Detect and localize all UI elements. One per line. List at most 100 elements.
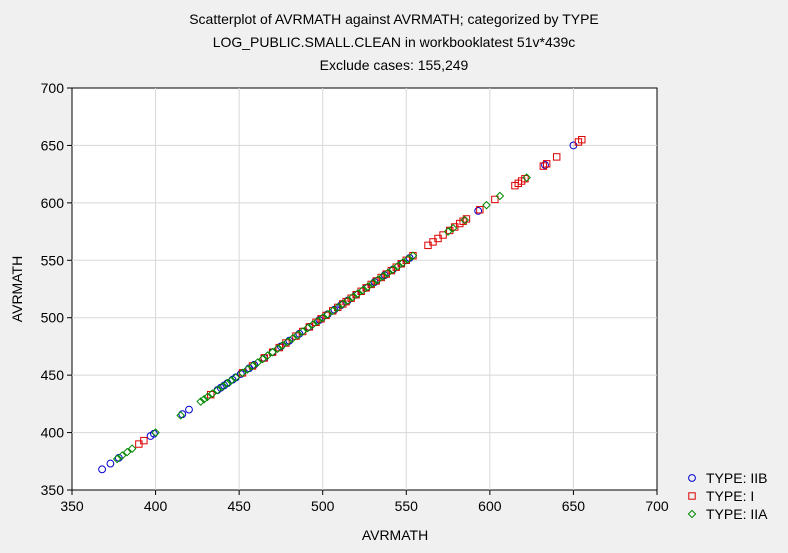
data-point-diamond [223, 378, 232, 388]
legend-marker-circle [688, 474, 696, 482]
data-point-diamond [368, 278, 378, 288]
data-point-diamond [343, 296, 353, 305]
x-tick-label: 600 [478, 498, 502, 514]
legend-label: TYPE: IIA [706, 506, 768, 522]
series-square-group [135, 135, 586, 448]
data-point-square [140, 436, 148, 445]
axis-ticks: 350 400 450 500 550 600 650 700 350 400 450 500 550 6… [41, 80, 669, 514]
data-point-diamond [213, 385, 222, 395]
data-point-diamond [363, 282, 373, 292]
legend-marker-diamond [687, 509, 697, 519]
data-point-diamond [278, 340, 287, 350]
data-point-diamond [151, 428, 160, 437]
data-point-diamond [117, 451, 127, 460]
legend-marker-square [688, 492, 696, 500]
data-point-diamond [443, 227, 453, 236]
data-point-diamond [495, 191, 505, 201]
chart-title-line-3: Exclude cases: 155,249 [320, 57, 469, 73]
data-point-square [578, 135, 586, 144]
x-tick-label: 400 [144, 498, 168, 514]
data-point-diamond [388, 265, 398, 274]
data-point-diamond [258, 354, 267, 364]
x-tick-label: 450 [227, 498, 251, 514]
data-point-diamond [268, 347, 277, 357]
y-axis-label: AVRMATH [9, 256, 25, 322]
data-point-diamond [196, 397, 206, 406]
chart-title-line-1: Scatterplot of AVRMATH against AVRMATH; … [189, 11, 599, 27]
x-axis-label: AVRMATH [362, 527, 428, 543]
data-point-diamond [323, 309, 333, 319]
data-point-diamond [303, 323, 312, 333]
data-point-diamond [283, 337, 292, 347]
y-tick-label: 700 [41, 80, 65, 96]
data-point-diamond [448, 223, 458, 233]
data-point-circle [106, 459, 115, 468]
data-point-diamond [218, 382, 227, 391]
x-tick-label: 650 [562, 498, 586, 514]
data-point-diamond [203, 392, 212, 402]
data-point-diamond [253, 358, 262, 367]
data-point-diamond [318, 313, 328, 323]
y-tick-label: 400 [41, 425, 65, 441]
chart-title-line-2: LOG_PUBLIC.SMALL.CLEAN in workbooklatest… [213, 34, 576, 50]
data-point-diamond [176, 411, 185, 420]
data-point-diamond [460, 215, 470, 225]
data-point-square [553, 153, 561, 161]
y-tick-label: 650 [41, 137, 65, 153]
data-point-diamond [238, 368, 247, 378]
y-tick-label: 450 [41, 367, 65, 383]
data-point-circle [185, 405, 193, 414]
data-point-square [542, 160, 551, 168]
data-point-diamond [226, 376, 236, 386]
data-point-diamond [231, 373, 241, 382]
y-tick-label: 500 [41, 310, 65, 326]
legend: TYPE: IIB TYPE: I TYPE: IIA [687, 470, 768, 522]
x-tick-label: 350 [60, 498, 84, 514]
legend-label: TYPE: I [706, 488, 754, 504]
data-point-circle [541, 161, 549, 169]
data-point-diamond [333, 303, 343, 312]
data-point-diamond [398, 258, 408, 267]
data-point-diamond [522, 173, 531, 182]
series-diamond-group [112, 173, 531, 464]
data-point-diamond [243, 365, 252, 374]
data-point-diamond [273, 344, 282, 354]
data-point-diamond [482, 200, 491, 210]
data-point-square [439, 231, 447, 239]
data-point-circle [98, 465, 106, 474]
data-point-diamond [208, 389, 217, 398]
data-point-diamond [348, 292, 358, 302]
y-tick-label: 350 [41, 482, 65, 498]
legend-label: TYPE: IIB [706, 470, 767, 486]
data-point-diamond [313, 316, 323, 326]
data-point-diamond [199, 394, 209, 404]
data-point-square [491, 195, 499, 204]
data-point-diamond [353, 289, 363, 298]
data-point-diamond [408, 251, 418, 260]
y-tick-label: 550 [41, 252, 65, 268]
data-points [98, 135, 586, 474]
data-point-diamond [112, 454, 122, 464]
y-tick-label: 600 [41, 195, 65, 211]
data-point-diamond [122, 447, 132, 457]
data-point-diamond [393, 261, 403, 271]
x-tick-label: 700 [645, 498, 669, 514]
data-point-diamond [338, 299, 348, 309]
data-point-square [476, 206, 484, 214]
data-point-diamond [378, 272, 388, 281]
x-tick-label: 550 [395, 498, 419, 514]
data-point-diamond [373, 275, 383, 285]
data-point-diamond [328, 306, 338, 316]
grid-lines [72, 88, 657, 490]
data-point-diamond [383, 268, 393, 278]
data-point-diamond [308, 320, 317, 329]
data-point-diamond [248, 361, 257, 371]
data-point-diamond [288, 334, 297, 343]
data-point-diamond [263, 351, 272, 360]
data-point-diamond [293, 330, 302, 340]
data-point-diamond [358, 285, 368, 295]
data-point-diamond [403, 254, 413, 264]
data-point-diamond [298, 327, 307, 336]
